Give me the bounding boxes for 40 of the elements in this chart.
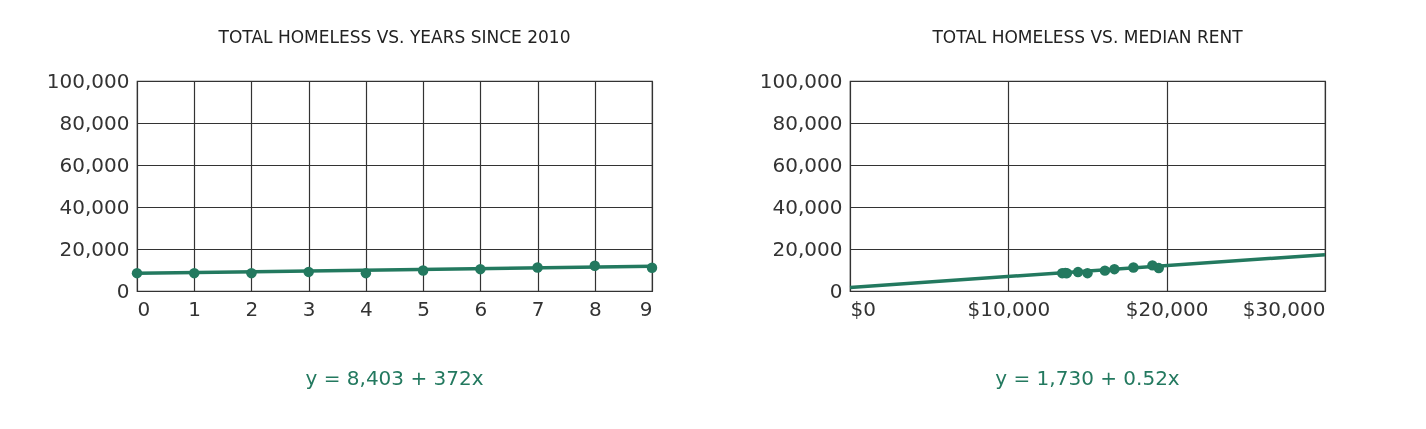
x-tick-label: $0 [850,296,876,321]
chart-title: TOTAL HOMELESS VS. YEARS SINCE 2010 [217,27,571,47]
y-tick-label: 40,000 [772,194,843,219]
x-tick-label: $20,000 [1125,296,1209,321]
x-tick-label: 7 [531,296,545,321]
x-tick-label: 4 [360,296,373,321]
y-tick-label: 80,000 [59,110,130,135]
point [246,267,257,279]
y-tick-label: 100,000 [46,68,130,93]
x-tick-label: 5 [417,296,430,321]
y-tick-label: 20,000 [59,236,130,261]
y-tick-label: 0 [829,278,843,303]
point [360,267,372,279]
x-tick-label: 6 [474,296,488,321]
y-tick-label: 100,000 [759,68,843,93]
x-tick-label: 1 [188,296,202,321]
y-tick-label: 40,000 [59,194,130,219]
x-tick-label: 0 [137,296,151,321]
point [532,262,543,273]
x-tick-label: $30,000 [1242,296,1326,321]
x-tick-label: 3 [302,296,316,321]
point [131,267,143,279]
point [303,266,314,278]
text: y = 1,730 + 0.52x [995,366,1180,390]
x-tick-label: 8 [588,296,602,321]
point [188,267,200,279]
y-tick-label: 20,000 [772,236,843,261]
x-tick-label: 9 [639,296,653,321]
y-tick-label: 60,000 [59,152,130,177]
point [646,262,658,273]
text: y = 8,403 + 372x [305,366,484,390]
y-tick-label: 0 [116,278,130,303]
chart-title: TOTAL HOMELESS VS. MEDIAN RENT [931,27,1244,47]
point [417,265,429,276]
y-tick-label: 80,000 [772,110,843,135]
point [475,263,486,275]
x-tick-label: $10,000 [967,296,1051,321]
point [589,260,601,272]
x-tick-label: 2 [245,296,259,321]
y-tick-label: 60,000 [772,152,843,177]
